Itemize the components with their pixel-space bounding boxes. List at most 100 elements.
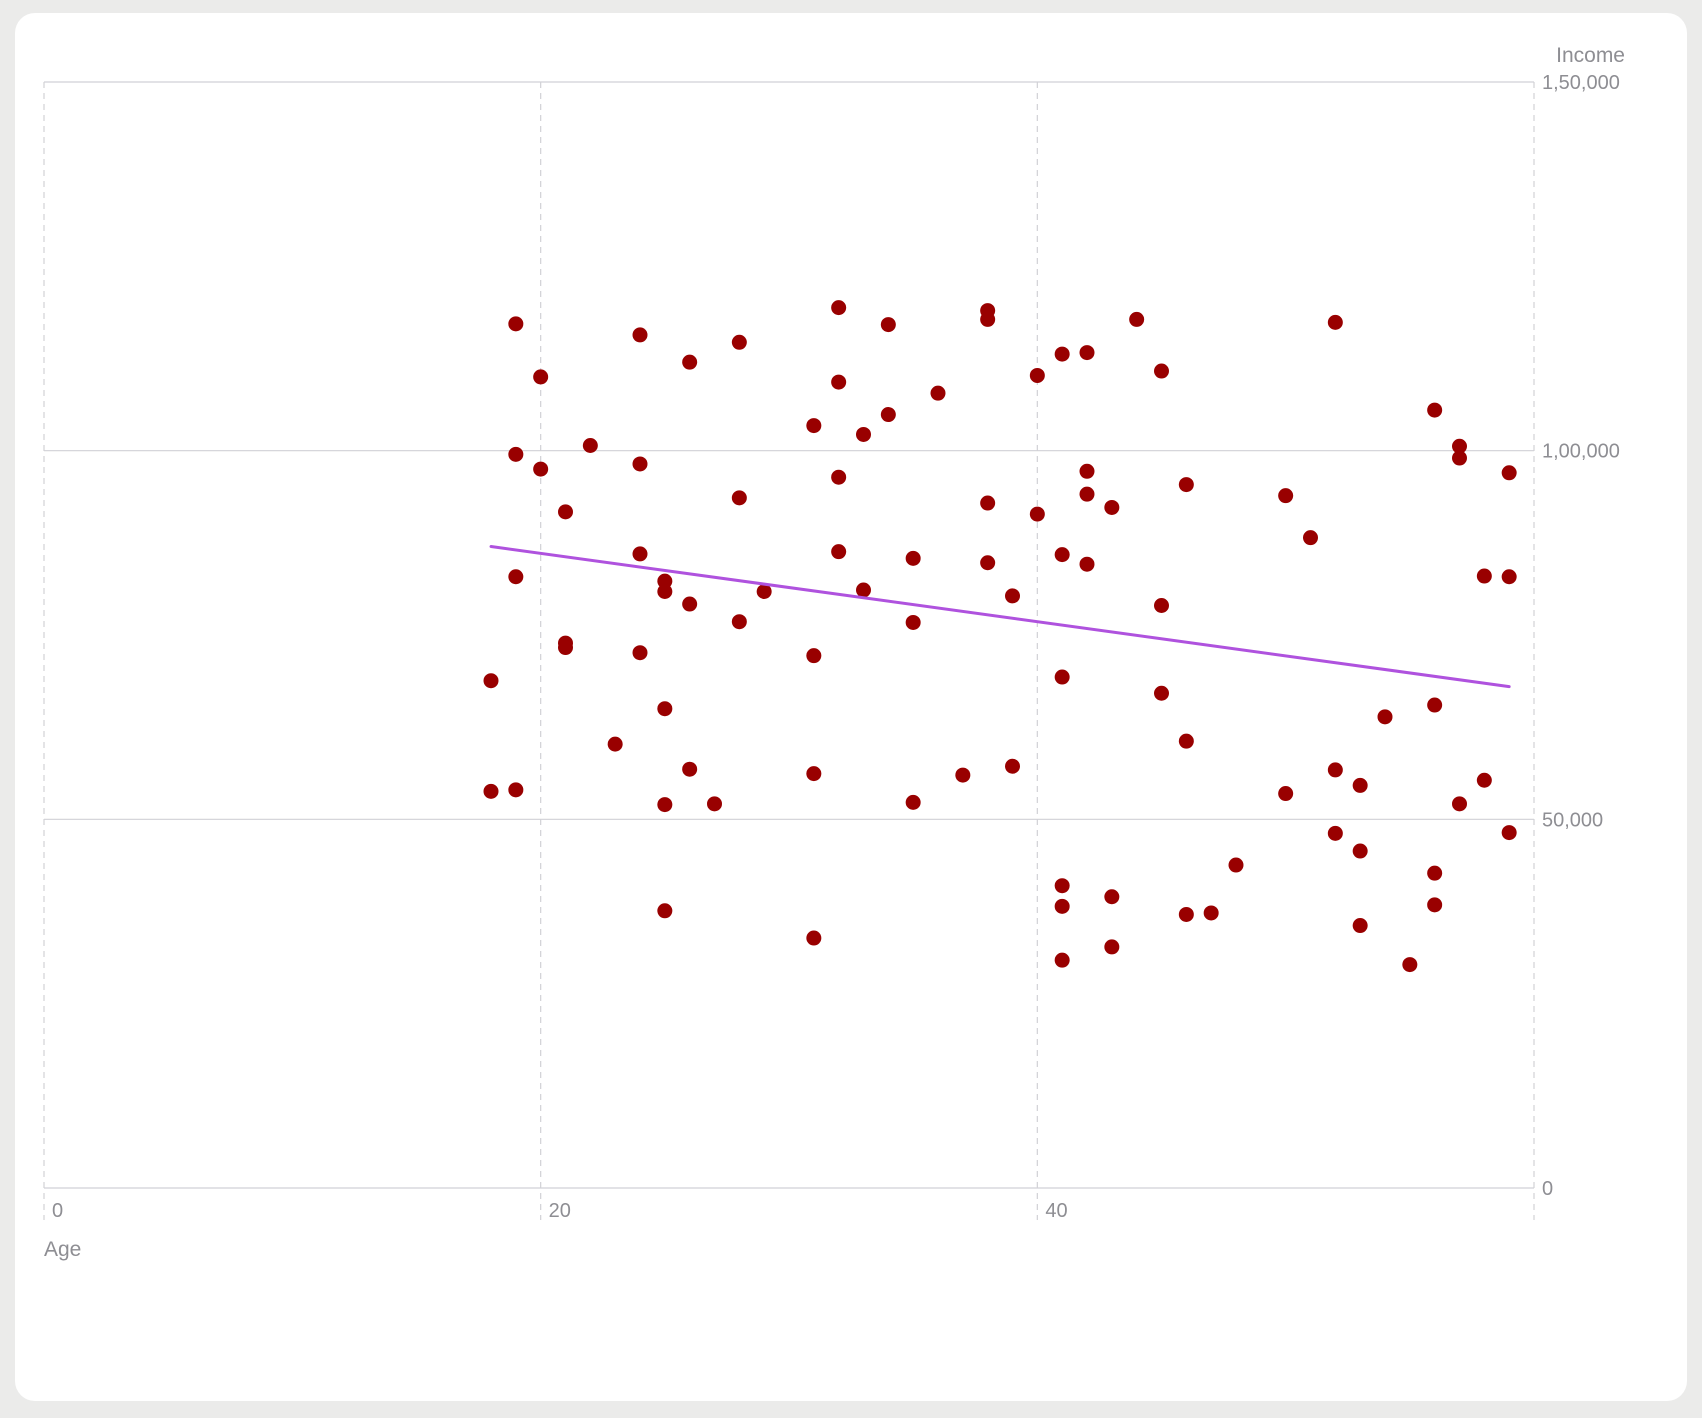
data-point (1402, 957, 1418, 973)
data-point (806, 648, 822, 664)
scatter-chart: 0 20 40 0 50,000 1,00,000 1,50,000 Income Age (43, 44, 1625, 1261)
data-point (582, 438, 598, 454)
data-point (508, 782, 524, 798)
data-point (632, 456, 648, 472)
data-point (1352, 777, 1368, 793)
data-point (1352, 918, 1368, 934)
x-tick-label: 40 (1045, 1200, 1067, 1222)
data-point (1005, 758, 1020, 774)
y-tick-label: 1,50,000 (1542, 72, 1620, 94)
data-point (1054, 669, 1070, 685)
data-point (831, 544, 847, 560)
data-point (1377, 709, 1393, 725)
data-point (1178, 906, 1194, 922)
data-point (905, 550, 921, 566)
data-point (731, 614, 747, 630)
data-point (682, 354, 698, 370)
x-tick-label: 0 (52, 1200, 63, 1222)
data-point (558, 640, 573, 656)
horizontal-gridlines (44, 81, 1534, 1189)
data-point (731, 490, 747, 506)
data-point (980, 495, 996, 511)
data-point (1203, 905, 1219, 921)
data-point (508, 316, 524, 332)
data-point (1054, 952, 1070, 968)
x-axis-title: Age (44, 1238, 81, 1261)
data-point (1501, 569, 1517, 585)
data-point (657, 701, 673, 717)
data-point (1079, 345, 1095, 361)
data-points (483, 300, 1517, 973)
data-point (905, 794, 921, 810)
data-point (905, 614, 921, 630)
data-point (1054, 346, 1070, 362)
data-point (1079, 463, 1095, 479)
data-point (1452, 438, 1467, 454)
data-point (657, 583, 673, 599)
data-point (508, 446, 524, 462)
data-point (880, 317, 896, 333)
data-point (955, 767, 971, 783)
data-point (1427, 865, 1443, 881)
data-point (1029, 367, 1045, 383)
data-point (632, 645, 648, 661)
data-point (831, 469, 847, 485)
data-point (682, 596, 698, 612)
data-point (806, 418, 822, 434)
data-point (980, 311, 996, 327)
data-point (930, 385, 946, 401)
data-point (1178, 477, 1194, 493)
data-point (632, 546, 648, 562)
data-point (1427, 697, 1443, 713)
data-point (756, 583, 772, 599)
data-point (1154, 363, 1169, 379)
data-point (1054, 898, 1070, 914)
data-point (1427, 402, 1443, 418)
data-point (508, 569, 524, 585)
data-point (1129, 311, 1145, 327)
y-axis-title: Income (1556, 44, 1625, 67)
data-point (806, 930, 822, 946)
data-point (558, 504, 573, 520)
data-point (1427, 897, 1443, 913)
data-point (1079, 486, 1095, 502)
data-point (1054, 547, 1070, 563)
data-point (707, 796, 722, 812)
data-point (1327, 314, 1343, 330)
chart-card: 0 20 40 0 50,000 1,00,000 1,50,000 Income Age (15, 13, 1687, 1401)
data-point (856, 582, 871, 598)
data-point (1452, 796, 1467, 812)
vertical-gridlines (43, 82, 1535, 1220)
data-point (682, 761, 698, 777)
data-point (1228, 857, 1244, 873)
trend-line (489, 545, 1511, 689)
data-point (831, 300, 847, 316)
data-point (1352, 843, 1368, 859)
data-point (1154, 598, 1169, 614)
data-point (1005, 588, 1020, 604)
data-point (1278, 488, 1294, 504)
data-point (1054, 878, 1070, 894)
data-point (1501, 465, 1517, 481)
data-point (1327, 762, 1343, 778)
data-point (1278, 786, 1294, 802)
data-point (657, 797, 673, 813)
data-point (1476, 568, 1492, 584)
data-point (806, 766, 822, 782)
data-point (1029, 506, 1045, 522)
y-tick-label: 50,000 (1542, 809, 1603, 831)
data-point (632, 327, 648, 343)
data-point (731, 334, 747, 350)
trend-line-group (489, 545, 1511, 689)
data-point (657, 573, 673, 589)
data-point (1178, 733, 1194, 749)
data-point (980, 555, 996, 571)
data-point (533, 461, 549, 477)
x-tick-label: 20 (549, 1200, 571, 1222)
data-point (657, 903, 673, 919)
data-point (1303, 530, 1318, 546)
data-point (831, 374, 847, 390)
data-point (1104, 939, 1120, 955)
data-point (1501, 825, 1517, 841)
data-point (607, 736, 623, 752)
